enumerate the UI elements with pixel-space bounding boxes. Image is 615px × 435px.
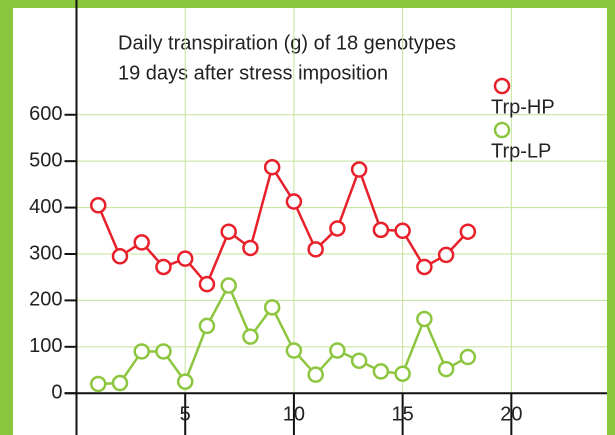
data-point: [242, 328, 259, 345]
data-point: [220, 223, 237, 240]
data-point: [176, 373, 194, 390]
x-tick-label: 5: [180, 404, 191, 426]
legend-label: Trp-HP: [491, 96, 555, 118]
data-point: [350, 352, 368, 369]
data-point: [285, 342, 303, 359]
data-point: [416, 310, 433, 328]
data-point: [89, 375, 107, 393]
y-tick-label: 600: [29, 103, 62, 125]
data-point: [350, 161, 368, 178]
data-point: [220, 277, 237, 294]
data-point: [437, 360, 455, 378]
x-tick-label: 10: [283, 404, 305, 426]
data-point: [394, 222, 411, 240]
data-point: [372, 363, 390, 380]
data-point: [176, 250, 194, 267]
data-point: [307, 366, 324, 383]
chart-subtitle: 19 days after stress imposition: [118, 62, 388, 84]
y-tick-label: 200: [29, 289, 62, 311]
data-point: [263, 299, 281, 316]
data-point: [133, 234, 150, 251]
data-point: [459, 348, 477, 366]
data-point: [329, 220, 346, 237]
data-point: [133, 343, 150, 360]
legend-marker: [493, 121, 511, 139]
data-point: [416, 258, 433, 276]
data-point: [111, 374, 129, 392]
data-point: [285, 193, 303, 210]
data-point: [155, 258, 172, 276]
data-point: [198, 275, 216, 293]
x-tick-label: 20: [500, 404, 522, 426]
plot-background: [13, 8, 607, 435]
y-tick-label: 400: [29, 196, 62, 218]
data-point: [329, 342, 346, 359]
legend-label: Trp-LP: [491, 140, 551, 162]
data-point: [307, 241, 324, 258]
data-point: [372, 221, 390, 239]
data-point: [198, 317, 216, 335]
y-tick-label: 0: [51, 382, 62, 404]
data-point: [155, 343, 172, 360]
data-point: [89, 197, 107, 214]
data-point: [437, 246, 455, 264]
x-tick-label: 15: [392, 404, 414, 426]
y-tick-label: 300: [29, 242, 62, 264]
legend-marker: [493, 77, 511, 95]
chart-title: Daily transpiration (g) of 18 genotypes: [118, 32, 456, 54]
data-point: [111, 248, 129, 265]
y-tick-label: 100: [29, 335, 62, 357]
y-tick-label: 500: [29, 149, 62, 171]
data-point: [394, 365, 411, 382]
data-point: [459, 223, 477, 240]
data-point: [242, 239, 259, 257]
data-point: [263, 158, 281, 176]
